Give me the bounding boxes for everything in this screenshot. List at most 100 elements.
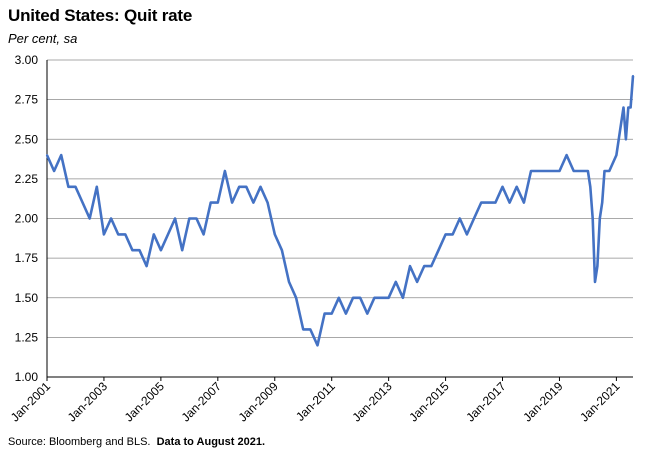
data-point [231, 201, 234, 204]
data-point [53, 170, 56, 172]
data-point [458, 217, 461, 220]
data-point [359, 296, 362, 299]
data-point [416, 280, 419, 283]
data-point [252, 201, 255, 204]
y-tick-label: 3.00 [15, 53, 39, 67]
gridlines [47, 59, 633, 378]
data-point [401, 296, 404, 299]
data-point [451, 233, 454, 236]
data-point [522, 201, 525, 204]
data-point [437, 249, 440, 252]
y-tick-label: 1.50 [15, 291, 39, 305]
data-point [601, 201, 604, 204]
data-point [46, 154, 48, 157]
data-point [586, 170, 589, 172]
data-point [245, 185, 248, 188]
data-point [117, 233, 120, 236]
data-point [494, 201, 497, 204]
data-point [624, 138, 627, 141]
data-point [380, 296, 383, 299]
plot-area [45, 74, 635, 347]
data-point [74, 185, 77, 188]
data-point [622, 106, 625, 109]
data-point [131, 249, 134, 252]
data-point [430, 265, 433, 268]
quit-rate-line [45, 75, 635, 347]
data-point [181, 249, 184, 252]
data-point [423, 265, 426, 268]
data-point [88, 217, 91, 220]
data-point [572, 170, 575, 172]
data-point [394, 280, 397, 283]
data-point [596, 265, 599, 268]
x-tick-label: Jan-2013 [349, 379, 395, 425]
data-point [266, 201, 269, 204]
x-tick-label: Jan-2017 [463, 379, 509, 425]
x-tick-label: Jan-2005 [122, 379, 168, 425]
data-point [288, 280, 290, 283]
y-tick-label: 1.25 [15, 330, 39, 344]
data-point [537, 170, 540, 172]
y-tick-label: 2.50 [15, 132, 39, 146]
source-text: Source: Bloomberg and BLS. [8, 436, 151, 448]
data-point [465, 233, 468, 236]
data-point [473, 217, 475, 220]
data-point [216, 201, 219, 204]
x-tick-label: Jan-2021 [577, 379, 623, 425]
data-point [480, 201, 483, 204]
data-point [330, 312, 333, 315]
data-point [515, 185, 518, 188]
data-point [202, 233, 205, 236]
data-point [316, 344, 319, 347]
data-point [632, 74, 634, 77]
x-tick-label: Jan-2011 [293, 379, 338, 424]
data-point [152, 233, 155, 236]
y-tick-label: 2.75 [15, 93, 39, 107]
data-point [280, 249, 283, 252]
data-point [259, 185, 262, 188]
data-point [188, 217, 191, 220]
data-point [344, 312, 347, 315]
data-point [195, 217, 198, 220]
data-point [110, 217, 113, 220]
data-point [174, 217, 177, 220]
data-point [138, 249, 141, 252]
data-point [167, 233, 169, 236]
data-point [551, 170, 554, 172]
data-point [145, 265, 148, 268]
data-point [81, 201, 84, 204]
data-point [223, 170, 226, 172]
data-point [387, 296, 390, 299]
data-point [323, 312, 326, 315]
data-point [273, 233, 276, 236]
data-point [67, 185, 70, 188]
x-axis: Jan-2001 Jan-2003 Jan-2005 Jan-2007 Jan-2009… [8, 376, 633, 425]
data-point [598, 217, 601, 220]
data-point [337, 296, 340, 299]
x-tick-label: Jan-2001 [8, 379, 54, 425]
data-point [366, 312, 369, 315]
data-point [60, 154, 63, 157]
data-point [558, 170, 561, 172]
data-point [295, 296, 298, 299]
data-point [629, 106, 632, 109]
chart-title: United States: Quit rate [8, 6, 193, 25]
quit-rate-line-chart: 3.00 2.75 2.50 2.25 2.00 1.75 1.50 1.25 1.00 Jan… [8, 53, 635, 425]
data-point [544, 170, 547, 172]
x-tick-label: Jan-2003 [65, 379, 111, 425]
data-point [608, 170, 611, 172]
x-tick-label: Jan-2007 [179, 379, 225, 425]
x-tick-label: Jan-2009 [236, 379, 282, 425]
source-note: Source: Bloomberg and BLS. Data to Augus… [8, 436, 265, 448]
data-point [501, 185, 504, 188]
data-note: Data to August 2021. [156, 436, 266, 448]
x-tick-label: Jan-2015 [406, 379, 452, 425]
data-point [627, 106, 630, 109]
data-point [579, 170, 582, 172]
data-point [95, 185, 98, 188]
y-tick-label: 1.00 [15, 370, 39, 384]
data-point [309, 328, 312, 331]
data-point [238, 185, 241, 188]
data-point [209, 201, 212, 204]
data-point [594, 280, 596, 283]
